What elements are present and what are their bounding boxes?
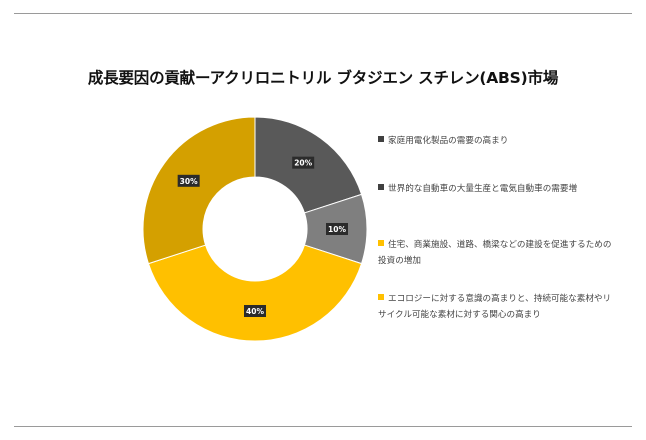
chart-title: 成長要因の貢献ーアクリロニトリル ブタジエン スチレン(ABS)市場 [87,69,559,87]
donut-slice-3 [142,116,256,265]
donut-chart: 20% 10% 40% 30% [142,116,368,342]
slice-label-2: 40% [244,305,266,317]
slice-label-3: 30% [177,174,200,187]
bottom-divider [14,426,632,427]
slice-label-box-1 [326,223,348,235]
slice-label-text-2: 40% [246,307,264,316]
legend-swatch-0 [378,136,384,142]
legend-label-0: 家庭用電化製品の需要の高まり [388,136,509,146]
legend-swatch-1 [378,184,384,190]
legend-label-3: エコロジーに対する意識の高まりと、持続可能な素材やリサイクル可能な素材に対する関… [378,294,612,320]
slice-label-1: 10% [326,223,348,235]
slice-label-box-2 [244,305,266,317]
legend-label-2: 住宅、商業施設、道路、橋梁などの建設を促進するための投資の増加 [378,240,612,266]
slice-label-text-0: 20% [294,159,312,168]
slice-label-box-0 [292,156,315,169]
slice-label-text-1: 10% [328,225,346,234]
legend-item-1: 世界的な自動車の大量生産と電気自動車の需要増 [378,181,618,197]
legend-label-1: 世界的な自動車の大量生産と電気自動車の需要増 [388,184,578,194]
top-divider [14,13,632,14]
slice-label-text-3: 30% [180,177,198,186]
slice-label-0: 20% [292,156,315,169]
donut-slice-2 [147,244,363,342]
legend-item-0: 家庭用電化製品の需要の高まり [378,133,618,149]
legend-item-3: エコロジーに対する意識の高まりと、持続可能な素材やリサイクル可能な素材に対する関… [378,291,618,323]
slice-label-box-3 [177,174,200,187]
legend-swatch-2 [378,240,384,246]
legend-item-2: 住宅、商業施設、道路、橋梁などの建設を促進するための投資の増加 [378,237,618,269]
legend-swatch-3 [378,294,384,300]
